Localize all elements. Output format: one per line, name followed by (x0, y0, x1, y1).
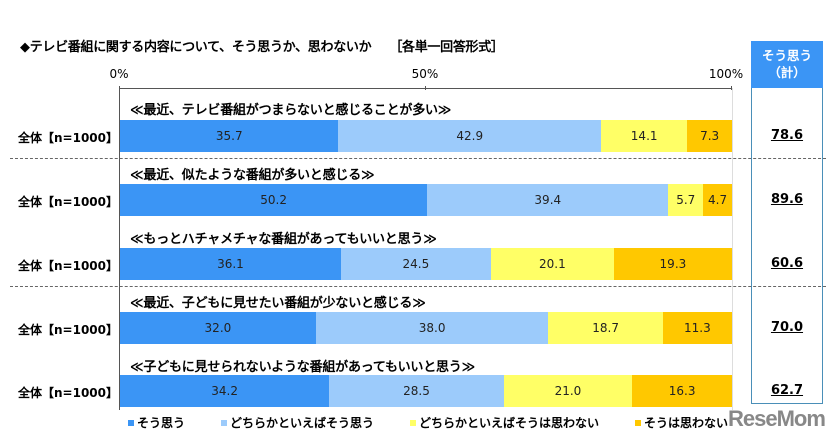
bar-segment-agree: 34.2 (120, 375, 330, 407)
bar-segment-somewhat-agree: 39.4 (427, 184, 669, 216)
group-separator (10, 158, 826, 159)
legend-item-agree: そう思う (128, 414, 185, 431)
row-label: 全体【n=1000】 (18, 386, 118, 400)
chart-title: ◆テレビ番組に関する内容について、そう思うか、思わないか ［各単一回答形式］ (20, 36, 504, 55)
stacked-bar: 32.0 38.0 18.7 11.3 (120, 312, 732, 344)
legend-item-somewhat-agree: どちらかといえばそう思う (221, 414, 374, 431)
summary-column-box (751, 41, 823, 404)
question-label: ≪最近、似たような番組が多いと感じる≫ (130, 168, 375, 183)
summary-header-line2: （計） (768, 65, 806, 80)
stacked-bar: 36.1 24.5 20.1 19.3 (120, 248, 732, 280)
summary-header: そう思う （計） (751, 41, 823, 88)
bar-segment-somewhat-agree: 28.5 (329, 375, 504, 407)
chart-legend: そう思う どちらかといえばそう思う どちらかといえばそうは思わない そうは思わな… (128, 414, 728, 431)
bar-segment-somewhat-agree: 24.5 (340, 248, 491, 280)
question-label: ≪最近、テレビ番組がつまらないと感じることが多い≫ (130, 103, 452, 118)
row-label: 全体【n=1000】 (18, 259, 118, 273)
bar-segment-somewhat-disagree: 18.7 (548, 312, 663, 344)
summary-value: 70.0 (770, 320, 804, 335)
bar-segment-somewhat-agree: 42.9 (338, 120, 602, 152)
question-label: ≪もっとハチャメチャな番組があってもいいと思う≫ (130, 232, 437, 247)
bar-segment-agree: 32.0 (120, 312, 316, 344)
bar-segment-agree: 35.7 (120, 120, 339, 152)
legend-label: そうは思わない (644, 416, 729, 430)
legend-item-somewhat-disagree: どちらかといえばそうは思わない (410, 414, 599, 431)
bar-segment-somewhat-disagree: 14.1 (601, 120, 688, 152)
bar-segment-disagree: 11.3 (662, 312, 732, 344)
legend-swatch (635, 419, 642, 426)
bar-segment-disagree: 19.3 (613, 248, 732, 280)
stacked-bar: 35.7 42.9 14.1 7.3 (120, 120, 732, 152)
stacked-bar: 34.2 28.5 21.0 16.3 (120, 375, 732, 407)
legend-label: そう思う (137, 416, 186, 430)
row-label: 全体【n=1000】 (18, 323, 118, 337)
axis-tick-50: 50% (411, 67, 439, 81)
title-tail: ［各単一回答形式］ (389, 40, 504, 55)
legend-label: どちらかといえばそう思う (230, 416, 375, 430)
bar-segment-agree: 50.2 (120, 184, 428, 216)
summary-header-line1: そう思う (761, 48, 812, 63)
y-axis-line (119, 88, 120, 410)
legend-swatch (410, 419, 417, 426)
group-separator (10, 286, 826, 287)
bar-segment-disagree: 16.3 (632, 375, 732, 407)
legend-label: どちらかといえばそうは思わない (419, 416, 600, 430)
summary-value: 60.6 (770, 256, 804, 271)
question-label: ≪最近、子どもに見せたい番組が少ないと感じる≫ (130, 296, 426, 311)
plot-right-border (732, 88, 733, 410)
question-label: ≪子どもに見せられないような番組があってもいいと思う≫ (130, 360, 475, 375)
legend-swatch (221, 419, 228, 426)
bar-segment-disagree: 4.7 (703, 184, 732, 216)
legend-item-disagree: そうは思わない (635, 414, 728, 431)
bar-segment-agree: 36.1 (120, 248, 341, 280)
bar-segment-somewhat-disagree: 21.0 (503, 375, 633, 407)
summary-value: 78.6 (770, 128, 804, 143)
row-label: 全体【n=1000】 (18, 195, 118, 209)
summary-value: 62.7 (770, 383, 804, 398)
bar-segment-disagree: 7.3 (687, 120, 732, 152)
title-main: ◆テレビ番組に関する内容について、そう思うか、思わないか (20, 40, 372, 55)
stacked-bar: 50.2 39.4 5.7 4.7 (120, 184, 732, 216)
bar-segment-somewhat-disagree: 5.7 (668, 184, 704, 216)
axis-tick-0: 0% (109, 67, 129, 81)
resemom-logo: ReseMom (728, 406, 826, 431)
axis-tick-100: 100% (708, 67, 744, 81)
bar-segment-somewhat-agree: 38.0 (315, 312, 549, 344)
x-axis-tick (731, 86, 732, 90)
x-axis-tick (425, 86, 426, 90)
bar-segment-somewhat-disagree: 20.1 (490, 248, 614, 280)
row-label: 全体【n=1000】 (18, 131, 118, 145)
summary-value: 89.6 (770, 192, 804, 207)
legend-swatch (128, 419, 134, 426)
